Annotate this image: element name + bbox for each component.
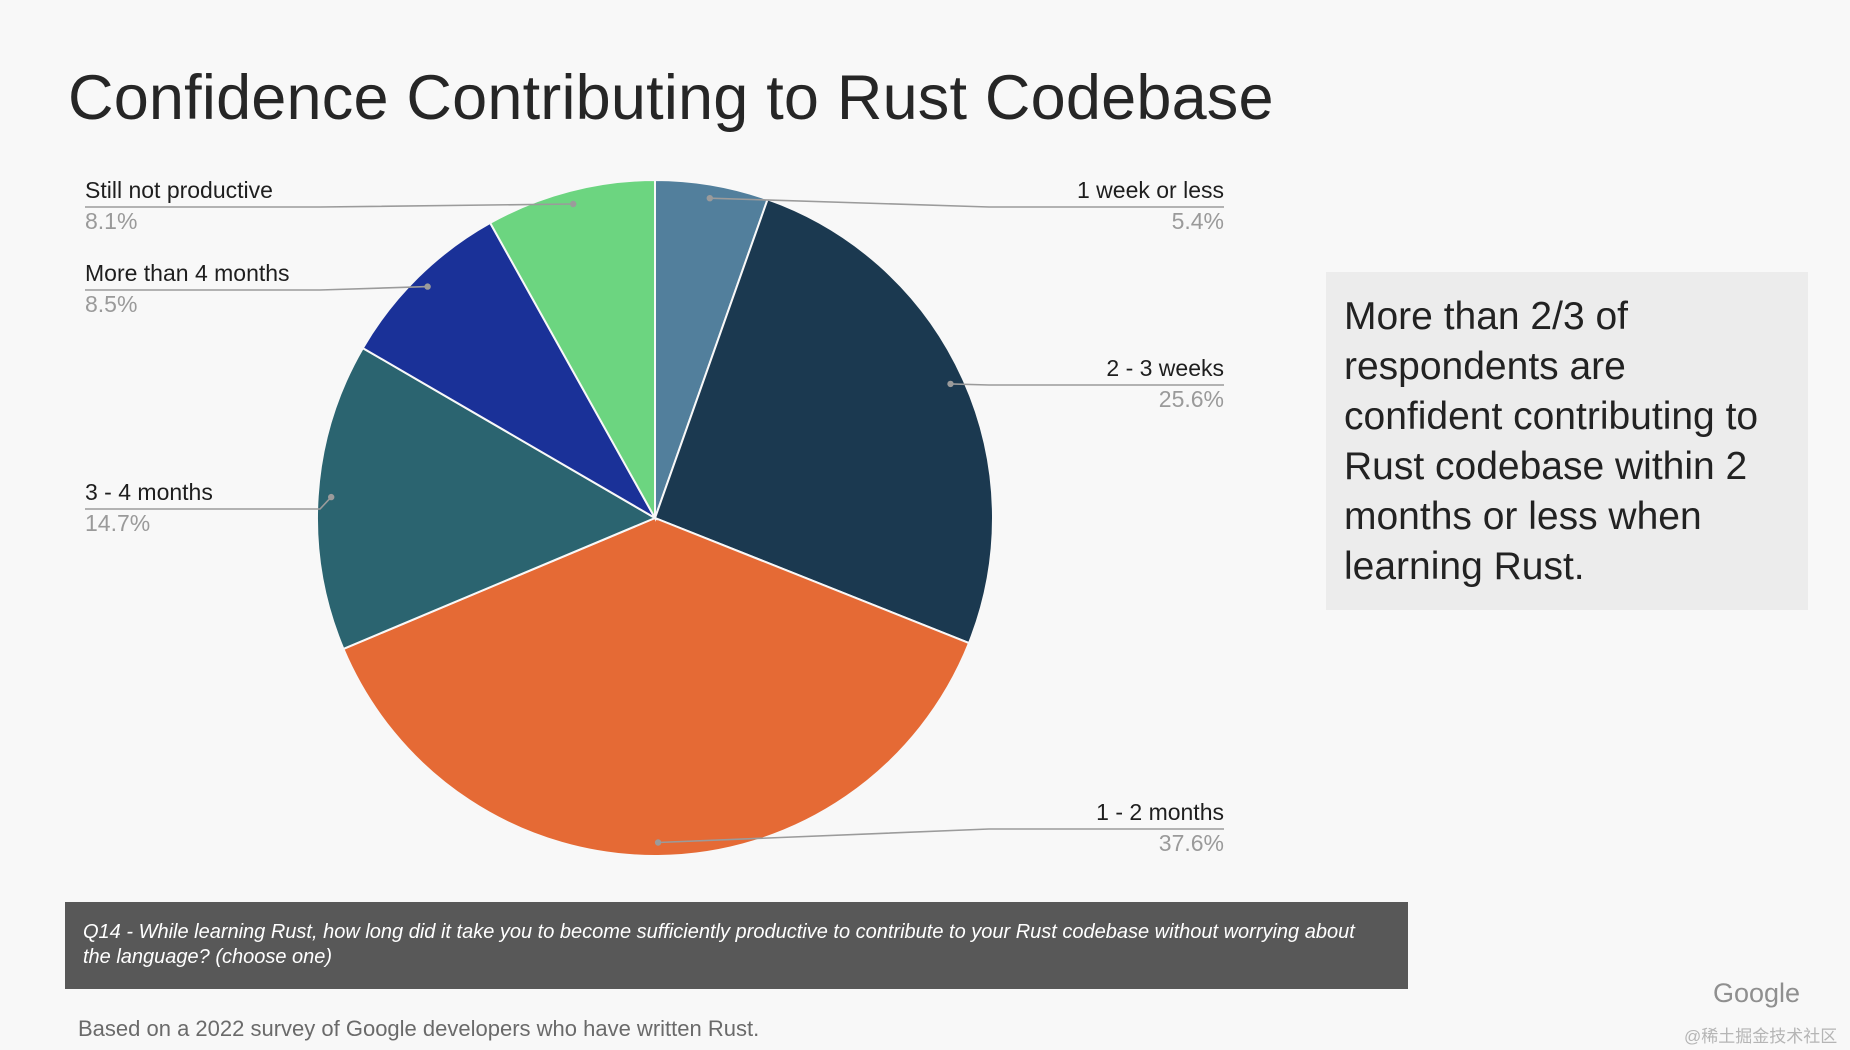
leader-line-3-4-months [85, 496, 332, 510]
pie-slice-2-3-weeks [653, 198, 994, 645]
pie-slice-1-2-months [342, 516, 971, 857]
slice-value-still-not-productive: 8.1% [85, 208, 137, 234]
leader-line-1-2-months [658, 828, 1224, 844]
slice-value-1-week-or-less: 5.4% [1172, 208, 1224, 234]
slice-label-3-4-months: 3 - 4 months [85, 479, 213, 505]
page-title: Confidence Contributing to Rust Codebase [68, 63, 1274, 133]
google-logo: Google [1713, 978, 1801, 1008]
pie-slice-more-than-4-months [361, 221, 658, 521]
slice-value-more-than-4-months: 8.5% [85, 291, 137, 317]
slice-label-1-week-or-less: 1 week or less [1077, 177, 1224, 203]
slice-label-1-2-months: 1 - 2 months [1096, 799, 1224, 825]
leader-dot-1-2-months [654, 839, 662, 846]
leader-dot-1-week-or-less [706, 195, 713, 202]
leader-lines [85, 195, 1224, 846]
leader-dot-still-not-productive [570, 200, 577, 208]
leader-dot-3-4-months [328, 493, 335, 501]
pie-slice-still-not-productive [488, 178, 656, 522]
leader-line-more-than-4-months [85, 285, 428, 291]
slice-value-2-3-weeks: 25.6% [1159, 386, 1224, 412]
footnote: Based on a 2022 survey of Google develop… [78, 1016, 760, 1041]
slice-value-1-2-months: 37.6% [1159, 830, 1224, 856]
pie-slice-3-4-months [316, 346, 658, 651]
slice-label-2-3-weeks: 2 - 3 weeks [1106, 355, 1224, 381]
leader-dot-more-than-4-months [424, 283, 431, 290]
leader-line-still-not-productive [85, 203, 574, 208]
watermark: @稀土掘金技术社区 [1684, 1027, 1838, 1046]
slice-label-more-than-4-months: More than 4 months [85, 260, 290, 286]
question-text: Q14 - While learning Rust, how long did … [83, 921, 1355, 968]
callout-box: More than 2/3 of respondents are confide… [1326, 272, 1808, 610]
leader-dot-2-3-weeks [947, 380, 954, 388]
slice-value-3-4-months: 14.7% [85, 510, 150, 536]
pie-slices [316, 178, 994, 857]
callout-text: More than 2/3 of respondents are confide… [1344, 295, 1759, 588]
slice-label-still-not-productive: Still not productive [85, 177, 273, 203]
leader-line-2-3-weeks [950, 383, 1224, 386]
question-bar: Q14 - While learning Rust, how long did … [65, 902, 1408, 989]
slice-labels: 1 week or less 5.4% 2 - 3 weeks 25.6% 1 - 2 … [85, 177, 1224, 856]
leader-line-1-week-or-less [709, 197, 1224, 208]
